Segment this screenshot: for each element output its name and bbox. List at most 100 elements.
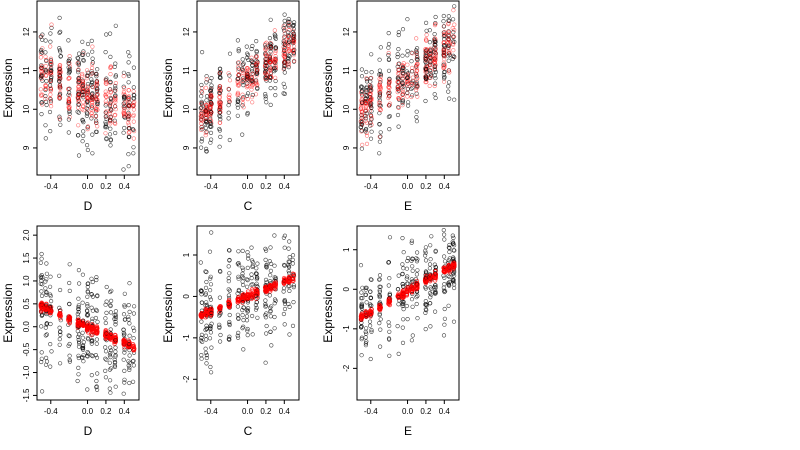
fitted-point (43, 86, 48, 91)
observed-point (441, 285, 446, 290)
fitted-point (39, 93, 44, 98)
observed-point (450, 241, 456, 246)
observed-point (57, 48, 63, 53)
fitted-point (428, 58, 433, 64)
x-axis-title: E (404, 424, 412, 438)
observed-point (203, 285, 209, 291)
observed-point (447, 96, 452, 101)
observed-point (85, 111, 90, 116)
y-axis-title: Expression (1, 58, 15, 117)
observed-point (423, 269, 429, 274)
observed-point (113, 93, 118, 98)
observed-point (432, 285, 437, 290)
observed-point (386, 68, 392, 73)
observed-point (404, 266, 410, 271)
points-layer (38, 251, 137, 396)
observed-point (44, 303, 49, 308)
fitted-point (57, 116, 62, 121)
observed-point (423, 245, 429, 250)
observed-point (66, 343, 71, 348)
observed-point (200, 339, 205, 345)
observed-point (112, 363, 117, 368)
observed-point (94, 355, 100, 360)
observed-point (121, 312, 127, 317)
observed-point (442, 306, 447, 312)
observed-point (103, 349, 109, 354)
observed-point (57, 342, 62, 347)
observed-point (414, 256, 419, 261)
observed-point (127, 353, 132, 358)
observed-point (94, 88, 100, 93)
y-tick-label: 10 (22, 104, 31, 113)
observed-point (272, 297, 278, 302)
x-tick-label: 0.0 (242, 407, 254, 416)
fitted-point (368, 309, 374, 314)
observed-point (227, 337, 232, 342)
observed-point (236, 249, 241, 254)
fitted-point (57, 94, 62, 100)
observed-point (414, 74, 419, 79)
observed-point (378, 103, 383, 108)
fitted-point (432, 83, 437, 89)
fitted-point (57, 73, 62, 79)
fitted-point (47, 96, 53, 101)
x-axis-title: D (84, 424, 93, 438)
observed-point (66, 130, 71, 135)
observed-point (199, 145, 204, 150)
observed-point (89, 276, 94, 281)
observed-point (236, 261, 241, 266)
panel-5: -0.4 0.0 0.2 0.4 -2 -1 0 1 C Expression (161, 225, 300, 438)
observed-point (121, 167, 126, 172)
observed-point (113, 23, 118, 28)
observed-point (89, 373, 94, 378)
y-axis-title: Expression (321, 58, 335, 117)
observed-point (227, 248, 232, 253)
observed-point (254, 48, 259, 54)
observed-point (122, 291, 127, 296)
observed-point (291, 272, 296, 278)
observed-point (112, 364, 118, 370)
observed-point (103, 375, 108, 380)
observed-point (452, 39, 457, 45)
observed-point (108, 126, 113, 131)
observed-point (249, 245, 254, 250)
observed-point (204, 149, 209, 154)
observed-point (245, 326, 250, 332)
observed-point (208, 326, 213, 332)
observed-point (104, 284, 109, 290)
fitted-point (81, 100, 86, 105)
fitted-point (208, 101, 214, 106)
observed-point (112, 357, 117, 362)
fitted-point (126, 88, 131, 93)
observed-point (226, 302, 231, 307)
observed-point (47, 109, 53, 115)
x-tick-label: -0.4 (364, 407, 378, 416)
fitted-point (432, 56, 437, 62)
fitted-point (423, 74, 428, 79)
observed-point (400, 271, 405, 277)
observed-point (442, 282, 447, 287)
observed-point (132, 93, 137, 98)
fitted-point (396, 105, 401, 110)
observed-point (387, 291, 392, 296)
panel-4: -0.4 0.0 0.2 0.4 -1.5 -1.0 -0.5 0.0 0.5 1.0 1.5 2.0… (1, 225, 140, 438)
observed-point (241, 95, 246, 100)
observed-point (432, 40, 437, 45)
observed-point (428, 301, 433, 306)
observed-point (264, 262, 269, 267)
observed-point (273, 92, 278, 98)
observed-point (43, 99, 49, 104)
observed-point (109, 288, 114, 293)
y-tick-label: 10 (182, 104, 191, 113)
observed-point (386, 45, 391, 50)
observed-point (428, 60, 433, 65)
fitted-point (286, 38, 291, 44)
observed-point (85, 304, 90, 309)
observed-point (250, 92, 255, 98)
fitted-point (286, 34, 291, 40)
observed-point (199, 356, 204, 361)
observed-point (57, 329, 63, 335)
fitted-point (93, 96, 99, 101)
observed-point (127, 365, 132, 370)
fitted-point (364, 141, 370, 146)
